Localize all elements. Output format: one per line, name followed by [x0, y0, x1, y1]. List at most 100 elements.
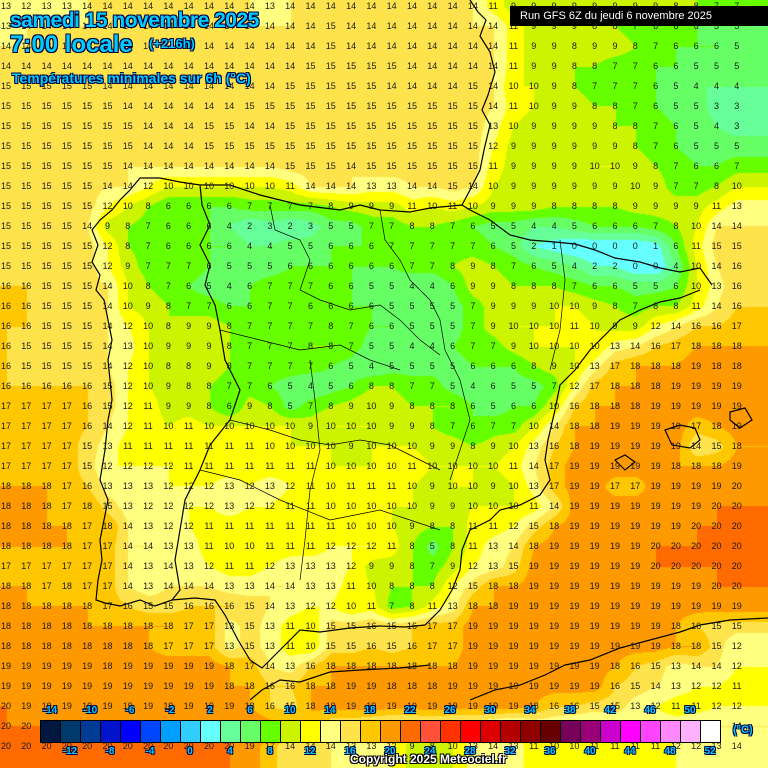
grid-value: 14	[488, 741, 499, 751]
legend-label-bottom: 12	[304, 746, 316, 757]
grid-value: 19	[609, 521, 620, 531]
grid-value: 18	[41, 521, 52, 531]
grid-value: 8	[165, 321, 171, 331]
grid-value: 7	[206, 301, 212, 311]
grid-value: 14	[244, 61, 255, 71]
grid-value: 8	[510, 281, 516, 291]
grid-value: 19	[569, 541, 580, 551]
grid-value: 7	[267, 321, 273, 331]
grid-value: 18	[0, 541, 11, 551]
grid-value: 4	[307, 381, 313, 391]
grid-value: 16	[41, 381, 52, 391]
grid-value: 15	[0, 221, 11, 231]
grid-value: 6	[490, 241, 496, 251]
grid-value: 17	[183, 621, 194, 631]
grid-value: 19	[569, 641, 580, 651]
grid-value: 7	[348, 321, 354, 331]
grid-value: 6	[653, 81, 659, 91]
grid-value: 14	[122, 161, 133, 171]
grid-value: 9	[531, 201, 537, 211]
grid-value: 12	[650, 321, 661, 331]
grid-value: 5	[409, 321, 415, 331]
grid-value: 10	[467, 501, 478, 511]
grid-value: 7	[307, 361, 313, 371]
grid-value: 14	[163, 101, 174, 111]
legend-label-top: 10	[284, 705, 296, 716]
grid-value: 14	[203, 1, 214, 11]
grid-value: 14	[467, 21, 478, 31]
grid-value: 6	[653, 21, 659, 31]
grid-value: 6	[470, 421, 476, 431]
grid-value: 19	[549, 601, 560, 611]
grid-value: 18	[630, 361, 641, 371]
grid-value: 12	[346, 541, 357, 551]
grid-value: 3	[267, 221, 273, 231]
grid-value: 17	[427, 641, 438, 651]
grid-value: 14	[264, 661, 275, 671]
grid-value: 12	[102, 241, 113, 251]
grid-value: 18	[467, 601, 478, 611]
grid-value: 18	[549, 521, 560, 531]
grid-value: 11	[590, 741, 600, 751]
grid-value: 18	[0, 521, 11, 531]
grid-value: 7	[592, 81, 598, 91]
grid-value: 14	[41, 21, 52, 31]
grid-value: 15	[346, 81, 357, 91]
grid-value: 0	[632, 241, 638, 251]
grid-value: 9	[571, 121, 577, 131]
grid-value: 16	[609, 681, 620, 691]
grid-value: 5	[693, 121, 699, 131]
grid-value: 5	[226, 261, 232, 271]
grid-value: 7	[409, 241, 415, 251]
legend-label-top: 22	[404, 705, 416, 716]
grid-value: 14	[244, 81, 255, 91]
grid-value: 8	[450, 401, 456, 411]
grid-value: 18	[21, 641, 32, 651]
grid-value: 7	[450, 221, 456, 231]
grid-value: 17	[61, 461, 72, 471]
grid-value: 19	[630, 561, 641, 571]
grid-value: 10	[224, 541, 235, 551]
grid-value: 6	[693, 161, 699, 171]
grid-value: 15	[61, 261, 72, 271]
grid-value: 14	[346, 181, 357, 191]
grid-value: 18	[589, 421, 600, 431]
grid-value: 15	[82, 201, 93, 211]
grid-value: 12	[122, 381, 133, 391]
grid-value: 19	[650, 641, 661, 651]
grid-value: 13	[61, 1, 72, 11]
grid-value: 4	[673, 261, 679, 271]
grid-value: 16	[691, 621, 702, 631]
grid-value: 15	[528, 521, 539, 531]
grid-value: 11	[285, 621, 295, 631]
grid-value: 14	[102, 301, 113, 311]
grid-value: 18	[711, 421, 722, 431]
grid-value: 9	[368, 561, 374, 571]
grid-value: 10	[447, 741, 458, 751]
grid-value: 15	[224, 121, 235, 131]
grid-value: 15	[102, 401, 113, 411]
grid-value: 13	[122, 501, 133, 511]
grid-value: 18	[691, 641, 702, 651]
grid-value: 19	[183, 681, 194, 691]
grid-value: 15	[305, 61, 316, 71]
grid-value: 17	[21, 421, 32, 431]
grid-value: 15	[102, 121, 113, 131]
grid-value: 12	[691, 681, 702, 691]
legend-swatch	[641, 721, 661, 742]
grid-value: 19	[731, 421, 742, 431]
grid-value: 14	[366, 21, 377, 31]
grid-value: 7	[307, 281, 313, 291]
grid-value: 8	[450, 521, 456, 531]
grid-value: 14	[386, 1, 397, 11]
grid-value: 8	[145, 201, 151, 211]
grid-value: 19	[589, 661, 600, 671]
grid-value: 10	[285, 441, 296, 451]
grid-value: 15	[325, 21, 336, 31]
grid-value: 6	[247, 301, 253, 311]
grid-value: 19	[122, 701, 133, 711]
legend-label-bottom: 52	[704, 746, 716, 757]
grid-value: 14	[163, 581, 174, 591]
grid-value: 7	[348, 341, 354, 351]
grid-value: 8	[165, 301, 171, 311]
